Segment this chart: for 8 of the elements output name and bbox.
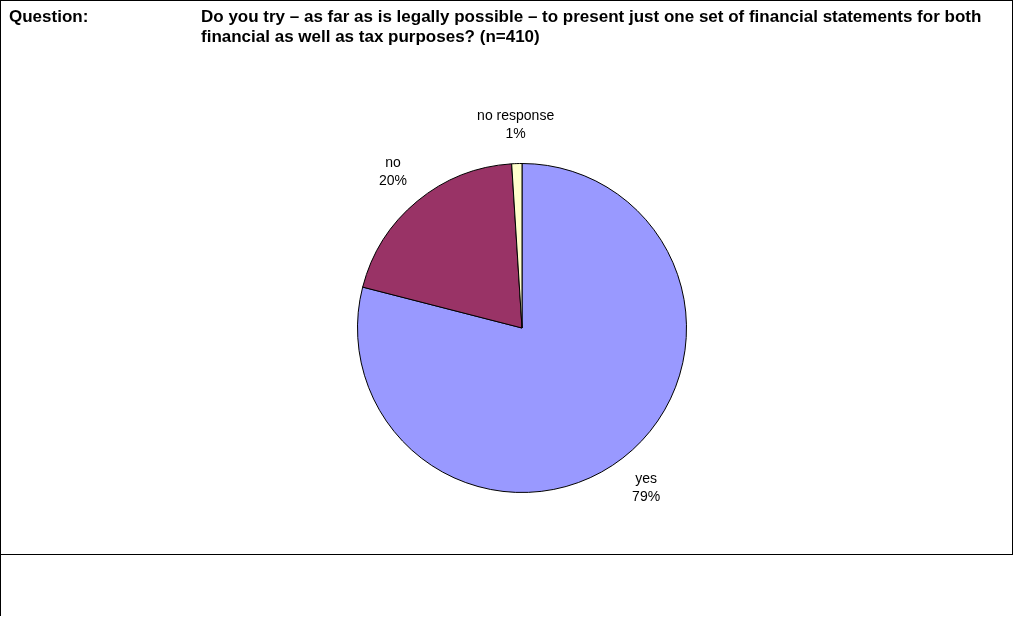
data-label: 20% — [378, 171, 407, 188]
data-label: 79% — [632, 487, 661, 504]
text: Question: — [9, 7, 90, 28]
slice-label: yes — [635, 469, 658, 486]
slice-label: no response — [477, 107, 555, 124]
chart-title: Do you try – as far as is legally possible – to present just one set of financial statements for both financial as well as tax purposes? (n=410) — [201, 7, 983, 47]
slice-label: no — [385, 153, 401, 170]
data-label: 1% — [505, 125, 526, 142]
